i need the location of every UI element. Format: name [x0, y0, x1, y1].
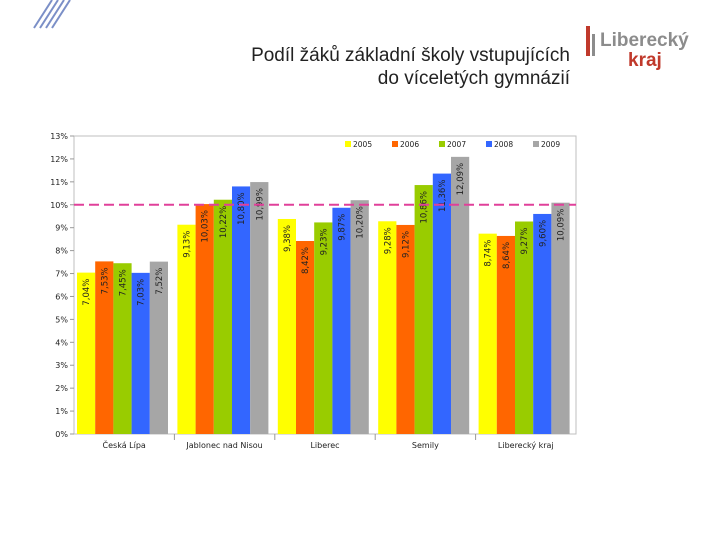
data-label: 7,53%	[100, 267, 110, 294]
bar	[177, 224, 196, 434]
bar	[551, 202, 570, 434]
bar	[131, 272, 150, 434]
data-label: 8,42%	[301, 247, 311, 274]
y-tick-label: 12%	[50, 155, 68, 164]
bar	[432, 173, 451, 434]
legend-label: 2008	[494, 140, 513, 149]
bar	[478, 233, 497, 434]
data-label: 9,23%	[319, 228, 329, 255]
bar	[378, 221, 397, 434]
data-label: 10,86%	[420, 191, 430, 223]
y-tick-label: 7%	[55, 270, 68, 279]
y-tick-label: 0%	[55, 430, 68, 439]
bar	[95, 261, 114, 434]
y-tick-label: 5%	[55, 315, 68, 324]
bar	[332, 207, 351, 434]
data-label: 11,36%	[438, 180, 448, 212]
y-tick-label: 6%	[55, 292, 68, 301]
data-label: 9,60%	[538, 220, 548, 247]
data-label: 10,20%	[356, 206, 366, 238]
y-tick-label: 10%	[50, 201, 68, 210]
data-label: 9,12%	[402, 231, 412, 258]
slide-title-line-2: do víceletých gymnázií	[377, 68, 570, 89]
bar	[296, 240, 315, 434]
legend-swatch	[345, 141, 351, 147]
bar	[149, 261, 168, 434]
legend-swatch	[392, 141, 398, 147]
bar	[232, 186, 251, 434]
data-label: 10,22%	[219, 206, 229, 238]
legend-label: 2009	[541, 140, 560, 149]
data-label: 9,13%	[183, 231, 193, 258]
data-label: 9,27%	[520, 228, 530, 255]
legend-label: 2005	[353, 140, 372, 149]
x-category-label: Česká Lípa	[103, 439, 146, 450]
bar	[350, 200, 369, 434]
x-category-label: Liberec	[310, 441, 339, 450]
data-label: 8,64%	[502, 242, 512, 269]
legend-label: 2006	[400, 140, 419, 149]
legend-swatch	[533, 141, 539, 147]
x-category-label: Semily	[412, 441, 439, 450]
bar	[195, 204, 214, 434]
y-tick-label: 4%	[55, 338, 68, 347]
slide-title: Podíl žáků základní školy vstupujících d…	[150, 44, 570, 90]
data-label: 9,28%	[383, 227, 393, 254]
bar	[533, 213, 552, 434]
bar	[496, 235, 515, 434]
y-tick-label: 13%	[50, 132, 68, 141]
y-tick-label: 8%	[55, 247, 68, 256]
y-tick-label: 9%	[55, 224, 68, 233]
bar	[451, 156, 470, 435]
data-label: 7,45%	[119, 269, 129, 296]
corner-decoration	[33, 0, 71, 29]
bar	[314, 222, 333, 434]
x-category-label: Jablonec nad Nisou	[185, 441, 262, 450]
bar	[277, 218, 296, 434]
data-label: 10,03%	[201, 210, 211, 242]
logo-bar-gray	[592, 34, 595, 56]
x-category-label: Liberecký kraj	[498, 441, 554, 450]
bar	[250, 182, 269, 434]
legend-label: 2007	[447, 140, 466, 149]
bar	[113, 263, 132, 434]
data-label: 9,38%	[283, 225, 293, 252]
y-tick-label: 1%	[55, 407, 68, 416]
slide-title-line-1: Podíl žáků základní školy vstupujících	[251, 45, 570, 66]
data-label: 7,04%	[82, 279, 92, 306]
y-tick-label: 2%	[55, 384, 68, 393]
legend-swatch	[486, 141, 492, 147]
y-tick-label: 11%	[50, 178, 68, 187]
bar	[515, 221, 534, 434]
bar	[77, 272, 96, 434]
logo-bar-red	[586, 26, 590, 56]
logo-text-bottom: kraj	[628, 50, 662, 71]
logo-text-top: Liberecký	[600, 30, 689, 51]
y-tick-label: 3%	[55, 361, 68, 370]
data-label: 12,09%	[456, 163, 466, 195]
data-label: 7,52%	[155, 268, 165, 295]
data-label: 8,74%	[484, 240, 494, 267]
liberecky-kraj-logo: Liberecký kraj	[586, 26, 689, 71]
data-label: 7,03%	[137, 279, 147, 306]
bar	[213, 199, 232, 434]
bar	[396, 224, 415, 434]
data-label: 9,87%	[338, 214, 348, 241]
data-label: 10,09%	[557, 209, 567, 241]
bar	[414, 185, 433, 434]
legend-swatch	[439, 141, 445, 147]
data-label: 10,80%	[237, 192, 247, 224]
